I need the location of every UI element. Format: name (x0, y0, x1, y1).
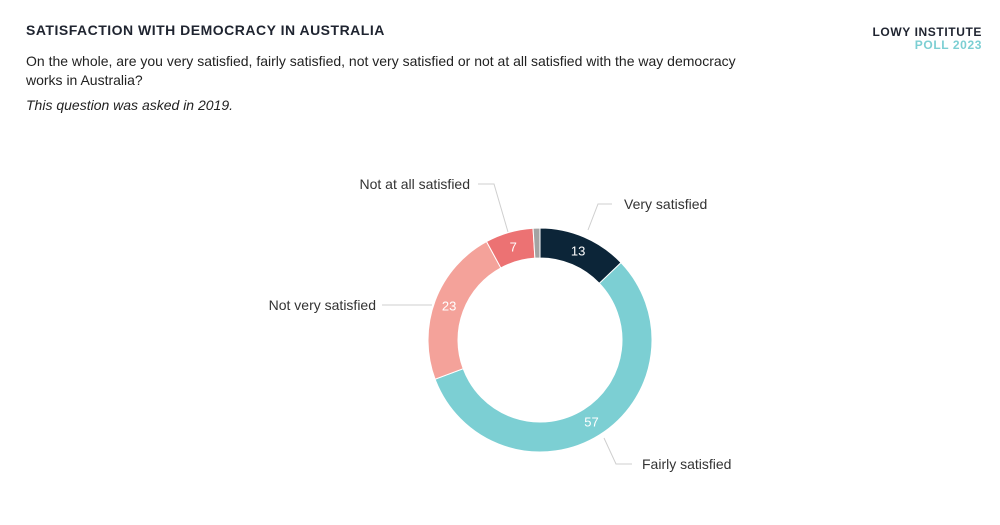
donut-slice-don-t-know (532, 227, 541, 259)
chart-title: SATISFACTION WITH DEMOCRACY IN AUSTRALIA (26, 22, 385, 38)
category-label-very-satisfied: Very satisfied (624, 196, 707, 212)
leader-line-not-at-all-satisfied (478, 183, 509, 233)
donut-slice-fairly-satisfied (434, 261, 653, 453)
survey-note: This question was asked in 2019. (26, 97, 234, 113)
leader-line-fairly-satisfied (603, 437, 632, 465)
donut-slices (427, 227, 653, 453)
value-label-very-satisfied: 13 (571, 243, 585, 258)
category-label-not-very-satisfied: Not very satisfied (269, 297, 376, 313)
brand-logo: LOWY INSTITUTE POLL 2023 (872, 26, 982, 52)
donut-category-labels: Very satisfied Fairly satisfied Not very… (269, 176, 732, 472)
donut-value-labels: 13 57 23 7 (442, 239, 599, 429)
value-label-not-very-satisfied: 23 (442, 299, 456, 314)
value-label-fairly-satisfied: 57 (584, 415, 598, 430)
value-label-not-at-all-satisfied: 7 (510, 239, 517, 254)
brand-name: LOWY INSTITUTE (872, 25, 982, 39)
brand-poll: POLL 2023 (914, 38, 982, 52)
category-label-not-at-all-satisfied: Not at all satisfied (360, 176, 471, 192)
survey-question: On the whole, are you very satisfied, fa… (26, 53, 736, 88)
leader-line-very-satisfied (587, 203, 612, 231)
category-label-fairly-satisfied: Fairly satisfied (642, 456, 731, 472)
donut-slice-not-very-satisfied (427, 240, 502, 380)
